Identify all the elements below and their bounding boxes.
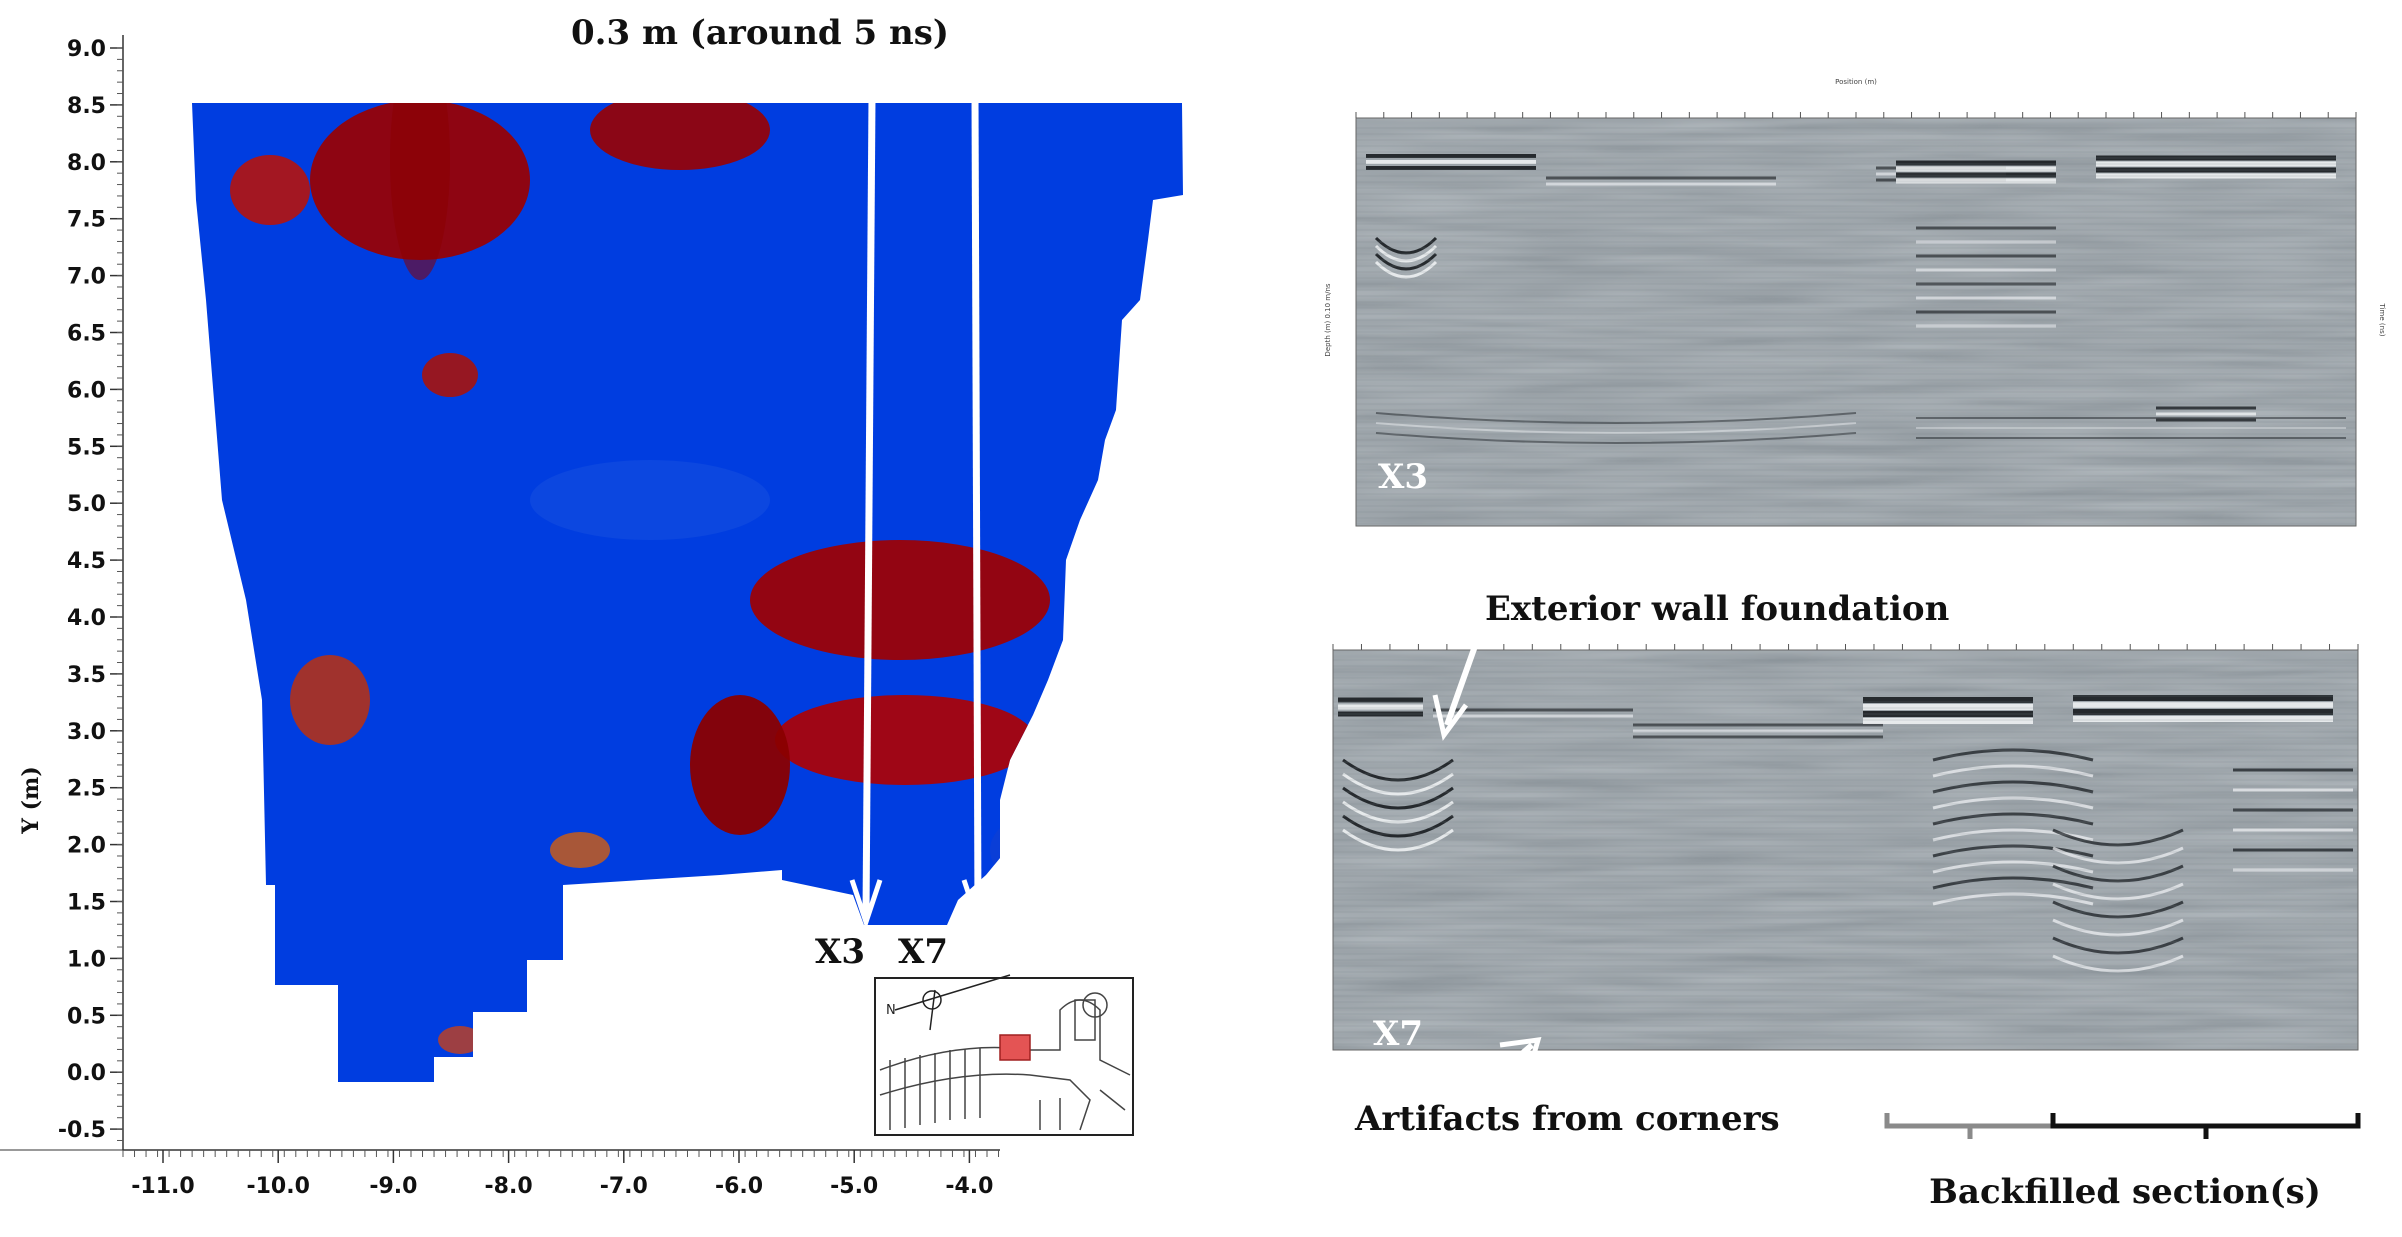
wall-arrow	[1432, 630, 1483, 741]
heatmap-image	[192, 103, 1183, 1082]
y-tick-label: 2.5	[67, 777, 106, 802]
artifacts-arrow	[1478, 1037, 1542, 1093]
annotation-backfilled: Backfilled section(s)	[1929, 1172, 2321, 1212]
building-plan	[879, 992, 1131, 1131]
profile-x7-panel: X7	[1332, 644, 2359, 1054]
y-tick-label: 5.5	[67, 435, 106, 460]
annotation-artifacts: Artifacts from corners	[1354, 1099, 1780, 1139]
profile-line-x7	[961, 97, 995, 930]
y-tick-label: 0.0	[67, 1061, 106, 1086]
y-tick-label: 3.0	[67, 720, 106, 745]
y-tick-label: 1.0	[67, 947, 106, 972]
profile-x3-top-axis-title: Position (m)	[1835, 78, 1877, 86]
site-plan-inset: N	[874, 974, 1134, 1136]
line-label-x3: X3	[815, 932, 865, 972]
x-tick-label: -6.0	[715, 1174, 763, 1199]
profile-x7-label: X7	[1373, 1014, 1423, 1054]
profile-line-x3	[849, 97, 883, 930]
y-tick-label: 7.5	[67, 208, 106, 233]
y-tick-label: 1.5	[67, 891, 106, 916]
profile-x3-panel: Position (m) Depth (m) 0.10 m/ns Time (n…	[1324, 78, 2386, 527]
y-tick-label: 5.0	[67, 492, 106, 517]
backfill-bracket-gray	[1884, 1113, 2056, 1139]
heatmap-title: 0.3 m (around 5 ns)	[571, 13, 949, 53]
y-tick-label: -0.5	[58, 1118, 106, 1143]
heatmap-panel: 0.3 m (around 5 ns) X	[0, 13, 1183, 1199]
x-tick-label: -8.0	[485, 1174, 533, 1199]
x-tick-label: -11.0	[131, 1174, 194, 1199]
y-axis: 9.0 8.5 8.0 7.5 7.0 6.5 6.0 5.5 5.0 4.5 4.0 3.5 3.0 2…	[58, 35, 124, 1150]
y-tick-label: 0.5	[67, 1004, 106, 1029]
y-tick-label: 3.5	[67, 663, 106, 688]
x-tick-label: -5.0	[830, 1174, 878, 1199]
annotation-wall-foundation: Exterior wall foundation	[1485, 589, 1949, 629]
profile-x3-reflectors	[1356, 127, 2356, 525]
profile-x3-left-axis-title: Depth (m) 0.10 m/ns	[1324, 283, 1332, 356]
y-tick-label: 9.0	[67, 37, 106, 62]
y-tick-label: 8.5	[67, 94, 106, 119]
y-tick-label: 6.0	[67, 378, 106, 403]
x-tick-label: -7.0	[600, 1174, 648, 1199]
svg-text:N: N	[886, 1003, 896, 1018]
y-tick-label: 4.5	[67, 549, 106, 574]
profile-x3-label: X3	[1378, 457, 1428, 497]
profile-x7-top-axis	[1332, 644, 2359, 650]
y-tick-label: 6.5	[67, 322, 106, 347]
x-tick-label: -4.0	[945, 1174, 993, 1199]
profile-x3-right-axis-title: Time (ns)	[2378, 303, 2386, 337]
y-axis-label: Y (m)	[18, 766, 44, 834]
x-axis: -11.0 -10.0 -9.0 -8.0 -7.0 -6.0 -5.0 -4.0	[122, 1149, 1000, 1199]
y-tick-label: 4.0	[67, 606, 106, 631]
compass-icon: N	[886, 974, 1011, 1031]
profile-x3-top-axis	[1355, 112, 2357, 118]
line-label-x7: X7	[898, 932, 948, 972]
backfill-bracket-black	[2050, 1113, 2361, 1139]
y-tick-label: 2.0	[67, 834, 106, 859]
x-tick-label: -9.0	[369, 1174, 417, 1199]
x-tick-label: -10.0	[246, 1174, 309, 1199]
y-tick-label: 8.0	[67, 151, 106, 176]
y-tick-label: 7.0	[67, 265, 106, 290]
